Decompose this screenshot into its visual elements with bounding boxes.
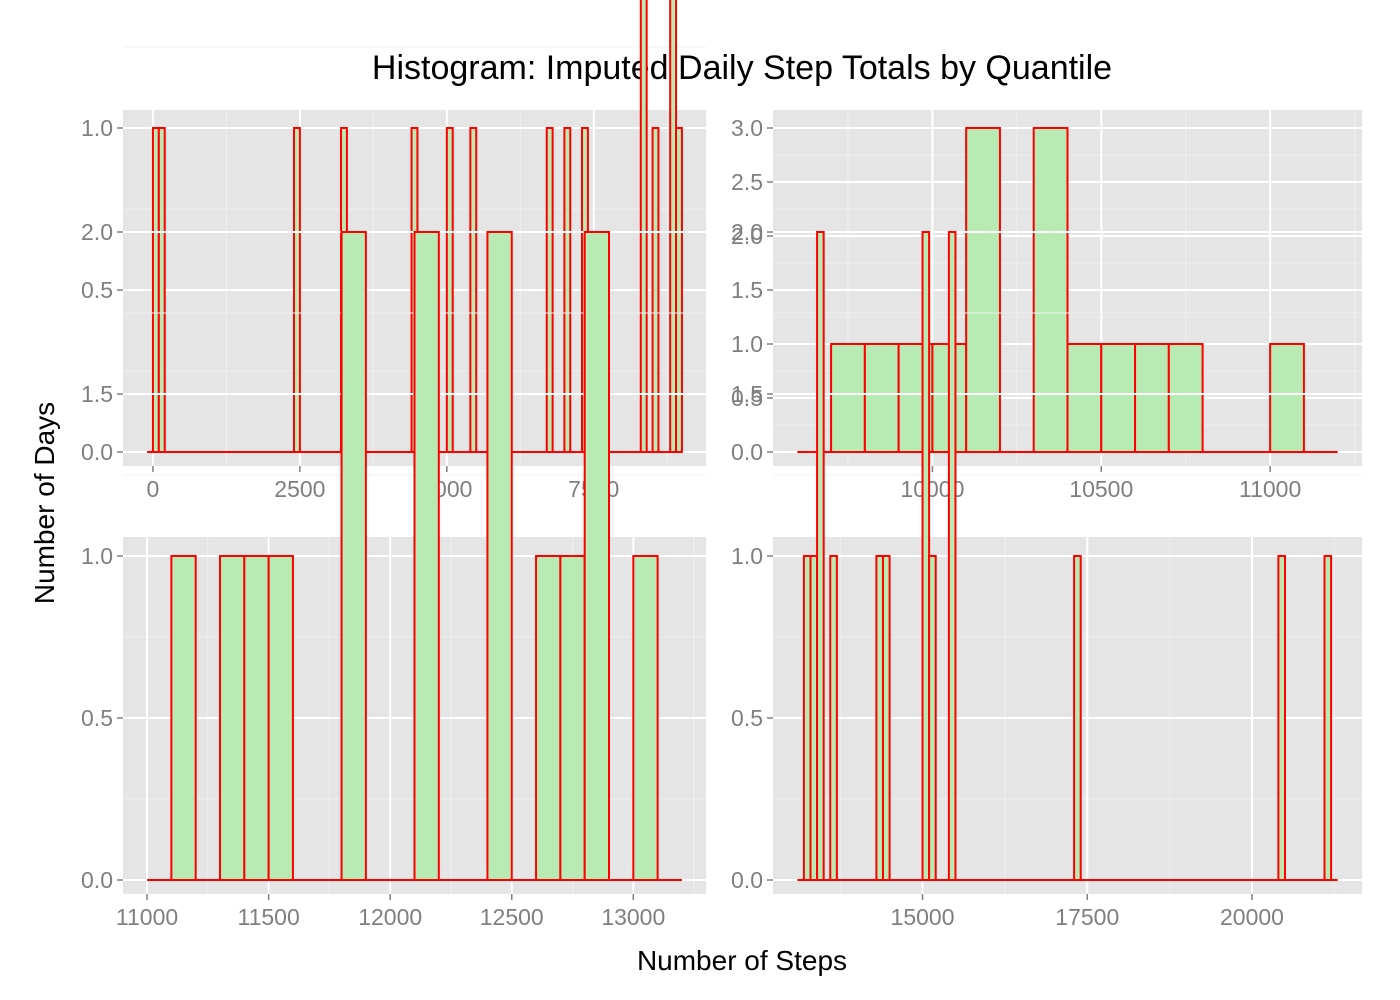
- y-tick-label: 0.0: [81, 867, 113, 893]
- y-tick-label: 0.0: [731, 439, 763, 465]
- y-tick-label: 2.5: [731, 169, 763, 195]
- histogram-bar: [947, 231, 957, 881]
- y-tick-label: 1.0: [731, 543, 763, 569]
- histogram-bar: [170, 555, 197, 881]
- y-tick-label: 2.0: [731, 219, 763, 245]
- histogram-bar: [563, 127, 572, 453]
- histogram-bar: [535, 555, 562, 881]
- x-tick-label: 10500: [1069, 476, 1133, 502]
- histogram-bar: [829, 555, 838, 881]
- x-tick-label: 11500: [237, 904, 299, 930]
- histogram-bar: [243, 555, 270, 881]
- y-tick-label: 0.5: [731, 385, 763, 411]
- chart-title: Histogram: Imputed Daily Step Totals by …: [372, 49, 1112, 87]
- y-tick-label: 1.0: [731, 331, 763, 357]
- histogram-bar: [219, 555, 246, 881]
- y-tick-label: 2.0: [81, 219, 113, 245]
- histogram-bar: [1277, 555, 1286, 881]
- facet-panel-4: 0.0 0.5 1.0 1.5 2.0 15000 17500 20000: [731, 219, 1362, 930]
- histogram-bar: [1066, 343, 1103, 453]
- histogram-bar: [486, 231, 513, 881]
- y-tick-label: 0.0: [81, 439, 113, 465]
- x-tick-label: 0: [147, 476, 160, 502]
- y-tick-label: 1.5: [81, 381, 113, 407]
- histogram-bar: [1100, 343, 1137, 453]
- y-tick-label: 1.5: [731, 277, 763, 303]
- y-axis-title: Number of Days: [29, 402, 60, 604]
- x-tick-label: 11000: [1239, 476, 1301, 502]
- histogram-bar: [830, 343, 866, 453]
- histogram-bar: [583, 231, 610, 881]
- x-tick-label: 2500: [274, 476, 325, 502]
- y-tick-label: 0.5: [81, 277, 113, 303]
- histogram-bar: [639, 0, 648, 453]
- x-axis-title: Number of Steps: [637, 945, 847, 976]
- histogram-bar: [1167, 343, 1204, 453]
- x-tick-label: 15000: [891, 904, 955, 930]
- histogram-bar: [267, 555, 294, 881]
- histogram-bar: [863, 343, 900, 453]
- y-tick-label: 2.0: [731, 223, 763, 249]
- histogram-bar: [928, 555, 937, 881]
- x-tick-label: 12000: [358, 904, 422, 930]
- histogram-bar: [157, 127, 166, 453]
- x-tick-label: 20000: [1220, 904, 1284, 930]
- histogram-bar: [559, 555, 586, 881]
- histogram-bar: [1032, 127, 1069, 453]
- histogram-bar: [675, 127, 683, 453]
- x-tick-label: 13000: [601, 904, 665, 930]
- y-tick-label: 0.5: [81, 705, 113, 731]
- y-tick-label: 1.5: [731, 381, 763, 407]
- histogram-bar: [1134, 343, 1170, 453]
- histogram-bar: [965, 127, 1001, 453]
- histogram-bar: [1323, 555, 1333, 881]
- histogram-bar: [340, 231, 367, 881]
- y-tick-label: 0.0: [731, 867, 763, 893]
- y-tick-label: 1.0: [81, 543, 113, 569]
- y-tick-label: 1.0: [81, 115, 113, 141]
- facet-panel-3: 0.0 0.5 1.0 1.5 2.0 11000 11500 12000 12500 13000: [81, 219, 706, 930]
- histogram-bar: [1269, 343, 1305, 453]
- histogram-bar: [881, 555, 891, 881]
- x-tick-label: 17500: [1055, 904, 1119, 930]
- histogram-bar: [293, 127, 301, 453]
- panel-background: [773, 537, 1362, 894]
- histogram-bar: [1073, 555, 1082, 881]
- histogram-bar: [413, 231, 440, 881]
- x-tick-label: 11000: [116, 904, 178, 930]
- facet-panels: 0.00.51.01.52.002500500075000.00.51.01.5…: [81, 0, 1362, 930]
- x-tick-label: 12500: [480, 904, 544, 930]
- histogram-bar: [816, 231, 825, 881]
- y-tick-label: 0.5: [731, 705, 763, 731]
- histogram-bar: [469, 127, 478, 453]
- histogram-bar: [651, 127, 660, 453]
- histogram-bar: [445, 127, 454, 453]
- histogram-bar: [545, 127, 554, 453]
- histogram-bar: [632, 555, 659, 881]
- y-tick-label: 3.0: [731, 115, 763, 141]
